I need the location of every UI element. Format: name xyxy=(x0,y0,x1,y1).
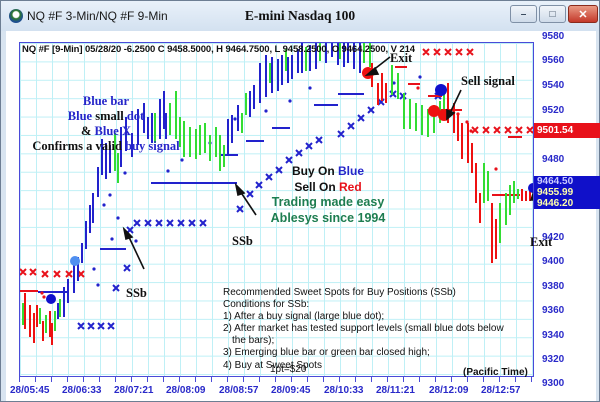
buy-signal-dot xyxy=(46,294,56,304)
y-tick: 9480 xyxy=(542,154,565,165)
x-tick: 28/07:21 xyxy=(114,385,154,396)
x-axis-ticks xyxy=(19,377,534,382)
legend-line-3: & Blue X xyxy=(80,124,131,138)
y-tick: 9520 xyxy=(542,105,565,116)
x-tick: 28/12:09 xyxy=(429,385,469,396)
sell-on-red: Sell On Red xyxy=(294,179,362,194)
price-marker-value: 9446.20 xyxy=(537,198,574,209)
y-tick: 9340 xyxy=(542,330,565,341)
y-tick: 9420 xyxy=(542,232,565,243)
y-tick: 9560 xyxy=(542,55,565,66)
maximize-icon: □ xyxy=(549,8,556,20)
price-marker-red: 9501.54 xyxy=(534,123,600,138)
plot-area[interactable]: Blue bar Blue small dot & Blue X Confirm… xyxy=(6,31,596,401)
ssb-label-1: SSb xyxy=(126,286,147,300)
sell-x-markers xyxy=(20,48,533,278)
exit-signal-dot xyxy=(362,67,374,79)
window-title: NQ #F 3-Min/NQ #F 9-Min xyxy=(27,9,168,23)
price-chart[interactable] xyxy=(19,42,534,377)
y-tick: 9540 xyxy=(542,80,565,91)
close-button[interactable]: ✕ xyxy=(568,5,598,23)
tagline-2: Ablesys since 1994 xyxy=(270,210,386,225)
y-tick: 9320 xyxy=(542,354,565,365)
support-dots xyxy=(38,75,422,293)
x-tick: 28/12:57 xyxy=(481,385,521,396)
conditions-heading: Recommended Sweet Spots for Buy Position… xyxy=(223,287,456,298)
y-axis: 9580 9560 9540 9520 9480 9420 9400 9380 … xyxy=(538,31,596,402)
y-tick: 9360 xyxy=(542,305,565,316)
timezone-label: (Pacific Time) xyxy=(463,367,528,378)
x-tick: 28/08:09 xyxy=(166,385,206,396)
ssb-label-2: SSb xyxy=(232,234,253,248)
x-axis: 28/05:45 28/06:33 28/07:21 28/08:09 28/0… xyxy=(6,377,536,401)
x-tick: 28/05:45 xyxy=(10,385,50,396)
sell-signal-label: Sell signal xyxy=(461,74,515,88)
legend-line-2: Blue small dot xyxy=(67,109,145,123)
price-marker-value: 9455.99 xyxy=(537,187,574,198)
chart-title: E-mini Nasdaq 100 xyxy=(244,8,356,23)
x-tick: 28/10:33 xyxy=(324,385,364,396)
conditions-subheading: Conditions for SSb: xyxy=(223,299,310,311)
legend-blue-confirm: Blue bar Blue small dot & Blue X Confirm… xyxy=(6,94,206,154)
exit-label-right: Exit xyxy=(530,235,553,249)
condition-4: 4) Buy at Sweet Spots xyxy=(223,359,322,371)
point-value-label: 1pt=$20 xyxy=(270,364,307,375)
x-tick: 28/06:33 xyxy=(62,385,102,396)
price-marker-blue: 9464.50 9455.99 9446.20 xyxy=(534,176,600,209)
x-tick: 28/08:57 xyxy=(219,385,259,396)
close-icon: ✕ xyxy=(578,8,588,21)
y-tick: 9300 xyxy=(542,378,565,389)
buy-x-markers xyxy=(77,90,442,330)
maximize-button[interactable]: □ xyxy=(539,5,566,23)
x-tick: 28/11:21 xyxy=(376,385,415,396)
y-tick: 9400 xyxy=(542,256,565,267)
y-tick: 9380 xyxy=(542,281,565,292)
tagline-1: Trading made easy xyxy=(271,195,385,209)
x-tick: 28/09:45 xyxy=(271,385,311,396)
buy-on-blue: Buy On Blue xyxy=(291,164,365,178)
legend-buy-sell: Buy On Blue Sell On Red Trading made eas… xyxy=(253,164,403,226)
buy-signal-dot-light xyxy=(70,256,80,266)
minimize-button[interactable]: – xyxy=(510,5,537,23)
condition-2-cont: the bars); xyxy=(232,335,275,347)
price-marker-value: 9464.50 xyxy=(537,176,574,187)
bar-info-line: NQ #F [9-Min] 05/28/20 -6.2500 C 9458.50… xyxy=(22,44,415,55)
title-bar: NQ #F 3-Min/NQ #F 9-Min E-mini Nasdaq 10… xyxy=(1,1,599,31)
price-bars xyxy=(22,43,531,345)
condition-2: 2) After market has tested support level… xyxy=(223,323,504,335)
legend-line-4: Confirms a valid buy signal xyxy=(32,139,180,153)
annotation-arrows xyxy=(122,56,533,270)
app-logo-icon xyxy=(9,9,23,23)
legend-line-1: Blue bar xyxy=(82,94,130,108)
exit-label-top: Exit xyxy=(390,51,413,65)
minimize-icon: – xyxy=(520,8,527,20)
condition-3: 3) Emerging blue bar or green bar closed… xyxy=(223,347,430,359)
condition-1: 1) After a buy signal (large blue dot); xyxy=(223,311,385,323)
ssb-conditions: Recommended Sweet Spots for Buy Position… xyxy=(223,287,504,372)
sell-signal-dot xyxy=(428,105,440,117)
y-tick: 9580 xyxy=(542,31,565,42)
price-bars-svg xyxy=(20,43,533,345)
buy-signal-dot xyxy=(528,183,533,193)
buy-signal-dot xyxy=(435,84,447,96)
